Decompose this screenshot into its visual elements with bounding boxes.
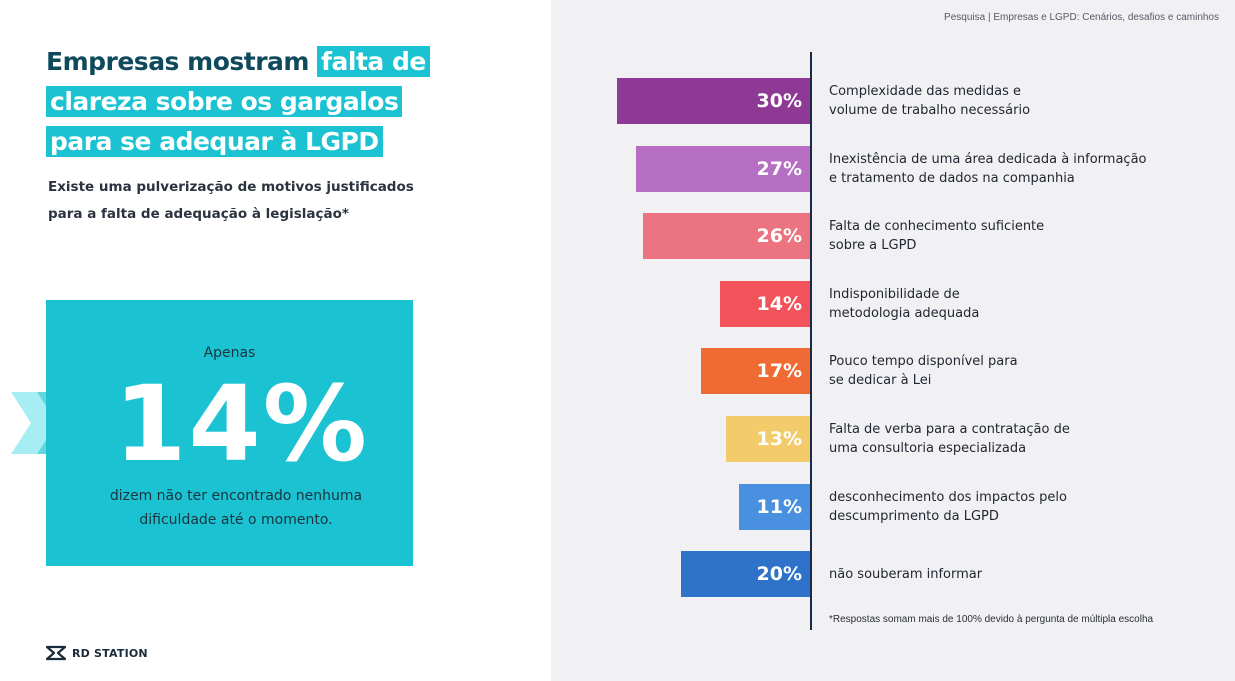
bar-category-label: Indisponibilidade de metodologia adequada [829,285,1159,323]
bar-category-label-line: volume de trabalho necessário [829,103,1031,118]
bar-category-label-line: descumprimento da LGPD [829,509,999,524]
bar-category-label: Complexidade das medidas e volume de trab… [829,82,1159,120]
bar-category-label-line: Falta de conhecimento suficiente [829,219,1045,234]
bar-value-label: 30% [756,90,802,112]
bar-value-label: 20% [756,563,802,585]
bar-value-label: 17% [756,360,802,382]
chart-bar: 27% [636,146,810,192]
bar-category-label-line: se dedicar à Lei [829,373,932,388]
bar-category-label: Falta de conhecimento suficiente sobre a … [829,217,1159,255]
page-subtitle: Existe uma pulverização de motivos justi… [48,179,414,222]
chart-bar: 14% [720,281,810,327]
bar-category-label-line: Indisponibilidade de [829,287,960,302]
chart-bar: 20% [681,551,810,597]
rd-logo-icon [46,645,66,661]
stat-value: 14% [114,363,369,485]
bar-category-label-line: metodologia adequada [829,306,980,321]
bar-category-label: Falta de verba para a contratação de uma … [829,420,1159,458]
stat-prefix: Apenas [203,345,256,361]
bar-category-label: não souberam informar [829,565,1159,584]
bar-value-label: 26% [756,225,802,247]
bar-category-label-line: e tratamento de dados na companhia [829,171,1075,186]
bar-category-label: Pouco tempo disponível para se dedicar à … [829,352,1159,390]
rd-station-logo: RD STATION [46,644,148,662]
bar-category-label-line: sobre a LGPD [829,238,917,253]
breadcrumb: Pesquisa | Empresas e LGPD: Cenários, de… [944,12,1219,23]
bar-category-label-line: Inexistência de uma área dedicada à info… [829,152,1147,167]
chart-bar: 30% [617,78,810,124]
title-part-plain: Empresas mostram [46,47,318,76]
chart-bar: 26% [643,213,810,259]
bar-category-label: desconhecimento dos impactos pelo descump… [829,488,1159,526]
page-title: Empresas mostram falta de clareza sobre … [46,42,446,162]
bar-category-label-line: Pouco tempo disponível para [829,354,1018,369]
bar-value-label: 14% [756,293,802,315]
bar-value-label: 13% [756,428,802,450]
bar-value-label: 27% [756,158,802,180]
chart-axis-line [810,52,812,630]
chart-bar: 11% [739,484,810,530]
logo-text: RD STATION [72,646,148,660]
bar-category-label-line: uma consultoria especializada [829,441,1027,456]
chart-bar: 13% [726,416,810,462]
bar-category-label-line: Complexidade das medidas e [829,84,1022,99]
stat-caption: dizem não ter encontrado nenhuma dificul… [109,488,363,528]
bar-category-label-line: Falta de verba para a contratação de [829,422,1070,437]
highlight-stat-box: Apenas 14% dizem não ter encontrado nenh… [46,300,413,566]
bar-category-label-line: não souberam informar [829,567,983,582]
bar-category-label-line: desconhecimento dos impactos pelo [829,490,1067,505]
bar-category-label: Inexistência de uma área dedicada à info… [829,150,1159,188]
chart-bar: 17% [701,348,810,394]
bar-value-label: 11% [756,496,802,518]
chart-footnote: *Respostas somam mais de 100% devido à p… [829,614,1154,625]
